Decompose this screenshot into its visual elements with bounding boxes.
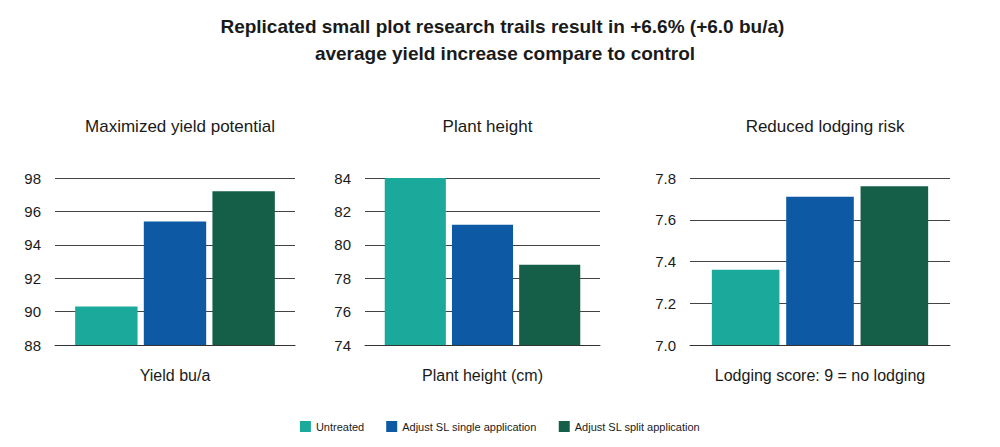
- svg-text:Reduced lodging risk: Reduced lodging risk: [746, 117, 905, 136]
- svg-text:92: 92: [24, 270, 41, 287]
- svg-text:82: 82: [334, 203, 351, 220]
- svg-text:76: 76: [334, 303, 351, 320]
- svg-text:Plant height (cm): Plant height (cm): [422, 367, 543, 384]
- svg-text:7.8: 7.8: [655, 170, 676, 187]
- svg-text:Adjust SL split application: Adjust SL split application: [575, 421, 700, 433]
- svg-text:7.4: 7.4: [655, 253, 676, 270]
- svg-text:96: 96: [24, 203, 41, 220]
- svg-text:7.2: 7.2: [655, 295, 676, 312]
- svg-text:94: 94: [24, 236, 41, 253]
- svg-text:80: 80: [334, 236, 351, 253]
- svg-text:Replicated small plot research: Replicated small plot research trails re…: [220, 16, 789, 37]
- svg-text:Lodging score: 9 = no lodging: Lodging score: 9 = no lodging: [715, 367, 925, 384]
- svg-text:Untreated: Untreated: [316, 421, 364, 433]
- svg-text:7.0: 7.0: [655, 337, 676, 354]
- svg-text:Maximized yield potential: Maximized yield potential: [85, 117, 275, 136]
- svg-text:78: 78: [334, 270, 351, 287]
- svg-text:74: 74: [334, 337, 351, 354]
- svg-text:Yield bu/a: Yield bu/a: [140, 367, 211, 384]
- svg-text:90: 90: [24, 303, 41, 320]
- svg-text:98: 98: [24, 170, 41, 187]
- svg-text:Adjust SL single application: Adjust SL single application: [402, 421, 536, 433]
- svg-text:84: 84: [334, 170, 351, 187]
- svg-text:7.6: 7.6: [655, 211, 676, 228]
- svg-text:88: 88: [24, 337, 41, 354]
- svg-text:average yield increase compare: average yield increase compare to contro…: [315, 43, 695, 64]
- svg-text:Plant height: Plant height: [443, 117, 533, 136]
